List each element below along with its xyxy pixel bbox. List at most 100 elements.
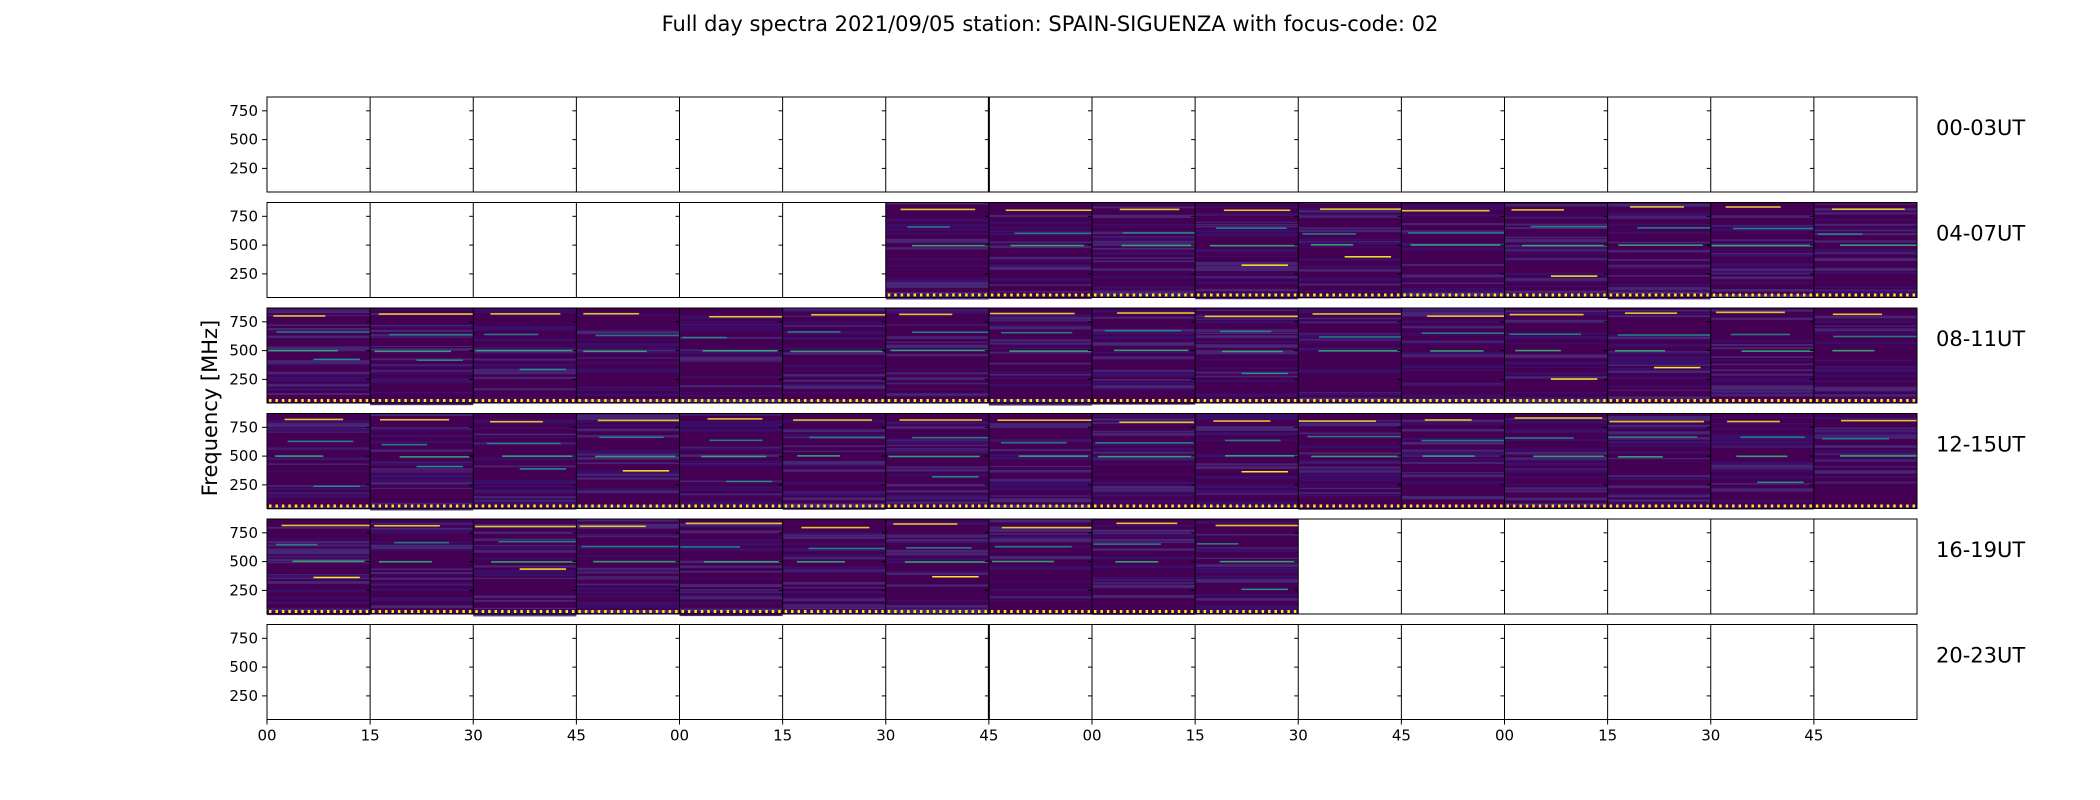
noise-band [473,489,577,492]
marker-dot [1880,504,1883,508]
marker-dot [372,610,375,613]
y-axis-label: Frequency [MHz] [198,320,222,497]
marker-dot [1732,293,1735,297]
marker-dot [1674,399,1677,402]
noise-band [576,609,680,613]
marker-dot [320,610,324,613]
marker-dot [1835,399,1838,402]
marker-dot [952,293,955,297]
marker-dot [971,610,975,613]
marker-dot [1873,399,1877,402]
marker-dot [1429,293,1432,297]
marker-dot [958,399,962,402]
noise-band [988,478,1092,482]
noise-band [1607,249,1711,253]
marker-dot [494,610,498,613]
marker-dot [546,610,549,613]
marker-dot [823,399,826,402]
noise-band [679,489,783,492]
marker-dot [1686,399,1690,402]
marker-dot [1106,293,1110,297]
marker-dot [449,399,452,402]
marker-dot [1229,399,1232,402]
x-tick-label: 30 [876,727,895,745]
noise-band [1813,370,1917,373]
marker-dot [720,504,723,508]
noise-band [988,264,1092,268]
emission-line [519,368,567,371]
marker-dot [1860,399,1864,402]
emission-line [1630,206,1684,208]
noise-band [1401,326,1505,329]
marker-dot [1435,293,1439,297]
marker-dot [971,504,975,508]
noise-band [782,491,886,493]
noise-band [988,362,1092,365]
noise-band [1195,432,1299,436]
marker-dot [855,504,859,508]
emission-line [904,561,989,563]
marker-dot [372,399,375,402]
marker-dot [900,610,904,613]
noise-band [1813,466,1917,468]
marker-dot [501,399,504,402]
noise-band [370,524,474,526]
noise-band [782,461,886,465]
marker-dot [1113,293,1116,297]
marker-dot [1242,293,1245,297]
noise-band [1504,272,1608,276]
marker-dot [1854,293,1858,297]
noise-band [576,523,680,527]
marker-dot [720,399,723,402]
noise-band [370,507,474,511]
marker-dot [1590,504,1593,508]
noise-band [1607,431,1711,435]
noise-band [1195,489,1299,493]
marker-dot [1467,293,1471,297]
marker-dot [281,399,285,402]
marker-dot [1338,399,1342,402]
noise-band [1710,446,1814,448]
marker-dot [1822,504,1825,508]
noise-band [576,576,680,579]
noise-band [267,556,371,558]
marker-dot [1338,293,1342,297]
marker-dot [1783,293,1787,297]
marker-dot [1332,399,1335,402]
marker-dot [1048,399,1052,402]
noise-band [1092,488,1196,492]
marker-dot [604,504,607,508]
marker-dot [604,399,607,402]
marker-dot [1403,504,1406,508]
marker-dot [1416,399,1419,402]
marker-dot [1268,610,1271,613]
marker-dot [1152,504,1155,508]
emission-line [399,456,470,458]
noise-band [1401,472,1505,474]
marker-dot [784,504,788,508]
noise-band [885,324,989,326]
marker-dot [984,504,987,508]
noise-band [988,483,1092,487]
noise-band [1813,453,1917,456]
noise-band [370,348,474,351]
marker-dot [823,504,826,508]
noise-band [1401,311,1505,315]
noise-band [1298,334,1402,338]
emission-line [1732,227,1814,230]
marker-dot [1164,399,1168,402]
marker-dot [1719,399,1722,402]
spectrum-panel [1607,308,1711,403]
noise-band [473,565,577,568]
noise-band [1092,310,1196,313]
marker-dot [1841,504,1845,508]
noise-band [885,281,989,284]
noise-band [1195,335,1299,338]
noise-band [370,399,474,402]
noise-band [473,485,577,488]
noise-band [1813,458,1917,461]
row-label: 20-23UT [1936,644,2025,668]
marker-dot [681,399,684,402]
marker-dot [1590,293,1593,297]
noise-band [1195,206,1299,208]
